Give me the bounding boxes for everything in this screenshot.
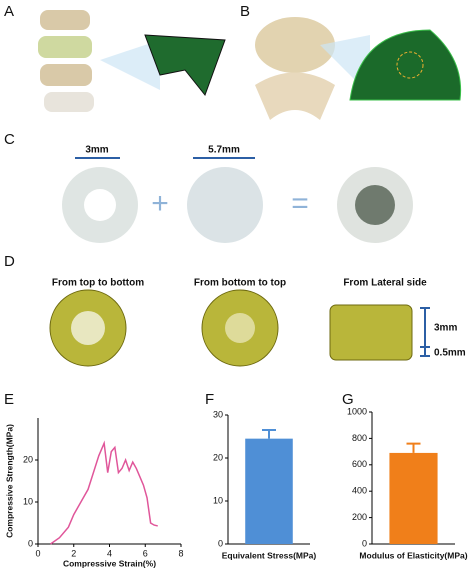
bar <box>245 438 293 544</box>
x-axis-label: Modulus of Elasticity(MPa) <box>359 550 467 560</box>
x-tick-label: 8 <box>178 548 183 558</box>
panel-label: A <box>4 3 14 20</box>
dimension-label: 3mm <box>85 145 108 156</box>
y-tick-label: 20 <box>213 452 223 462</box>
dimension-label: 3mm <box>434 323 457 334</box>
y-tick-label: 10 <box>23 496 33 506</box>
x-tick-label: 4 <box>107 548 112 558</box>
spine-illustration <box>38 10 226 112</box>
error-bar <box>406 442 421 453</box>
view-label: From bottom to top <box>194 278 286 289</box>
error-bar <box>262 429 276 439</box>
panel-label: E <box>4 391 14 408</box>
svg-text:=: = <box>291 187 309 220</box>
panel-label: G <box>342 391 354 408</box>
y-tick-label: 0 <box>218 538 223 548</box>
panel-label: B <box>240 3 250 20</box>
data-line <box>50 440 158 545</box>
bar <box>389 452 438 544</box>
view-label: From top to bottom <box>52 278 144 289</box>
y-tick-label: 20 <box>23 454 33 464</box>
micro-ct-renders <box>49 289 430 367</box>
vertebra-illustration <box>255 17 462 120</box>
panel-label: D <box>4 253 15 270</box>
x-tick-label: 2 <box>71 548 76 558</box>
scaffold-photos: + = <box>62 157 413 243</box>
y-axis-label: Compressive Strength(MPa) <box>4 424 14 538</box>
x-tick-label: 0 <box>35 548 40 558</box>
y-tick-label: 800 <box>352 433 367 443</box>
y-tick-label: 10 <box>213 495 223 505</box>
x-tick-label: 6 <box>143 548 148 558</box>
y-tick-label: 0 <box>28 538 33 548</box>
panel-label: C <box>4 131 15 148</box>
y-tick-label: 400 <box>352 486 367 496</box>
y-tick-label: 30 <box>213 409 223 419</box>
svg-text:+: + <box>151 187 169 220</box>
y-tick-label: 1000 <box>347 406 367 416</box>
x-axis-label: Compressive Strain(%) <box>63 558 156 568</box>
view-label: From Lateral side <box>343 278 427 289</box>
y-tick-label: 600 <box>352 459 367 469</box>
y-tick-label: 0 <box>362 538 367 548</box>
panel-label: F <box>205 391 214 408</box>
dimension-label: 0.5mm <box>434 348 466 359</box>
x-axis-label: Equivalent Stress(MPa) <box>222 550 317 560</box>
y-tick-label: 200 <box>352 512 367 522</box>
dimension-label: 5.7mm <box>208 145 240 156</box>
